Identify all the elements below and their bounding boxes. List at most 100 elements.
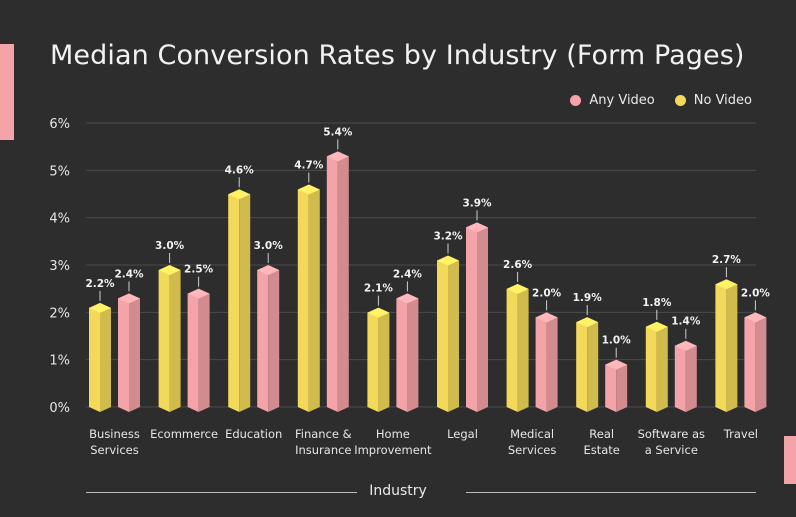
bar-face-left <box>605 364 617 412</box>
value-label: 2.4% <box>393 268 423 280</box>
value-label: 2.0% <box>532 287 562 299</box>
x-tick-label: a Service <box>645 443 698 457</box>
bar-face-right <box>546 317 558 412</box>
bar: 4.6% <box>225 164 254 412</box>
bar-top-cap <box>89 302 111 313</box>
bar: 2.2% <box>85 278 115 412</box>
x-axis-title-rule-right <box>466 492 756 493</box>
y-tick-label: 5% <box>49 164 70 179</box>
legend-label-no-video: No Video <box>693 93 752 108</box>
bar: 3.0% <box>254 240 283 412</box>
bar-top-cap <box>535 312 558 323</box>
x-tick-label: Ecommerce <box>150 427 218 441</box>
y-tick-label: 0% <box>49 401 70 416</box>
bar: 2.7% <box>712 254 741 412</box>
legend-dot-any-video <box>570 95 582 106</box>
bar-face-left <box>576 322 588 412</box>
bar-face-right <box>587 322 599 412</box>
x-tick-label: Business <box>89 427 140 441</box>
bar-face-left <box>674 345 686 412</box>
bar-top-cap <box>158 265 181 275</box>
bar-top-cap <box>326 151 349 162</box>
bar-face-right <box>100 307 111 412</box>
bar: 3.0% <box>155 240 185 412</box>
bar-face-left <box>326 156 338 412</box>
value-label: 1.0% <box>602 335 632 347</box>
bar-top-cap <box>228 189 251 200</box>
value-label: 1.9% <box>573 292 603 304</box>
x-tick-label: Improvement <box>354 443 432 457</box>
value-label: 1.8% <box>642 297 672 309</box>
x-axis-title: Industry <box>357 483 439 499</box>
bar-top-cap <box>437 255 459 266</box>
bar-face-right <box>337 156 349 412</box>
bar-face-left <box>367 312 379 412</box>
bar-face-right <box>239 194 251 412</box>
bar: 1.9% <box>573 292 603 412</box>
value-label: 2.4% <box>114 268 144 280</box>
bar-top-cap <box>367 307 390 318</box>
bar-face-left <box>535 317 547 412</box>
bar-face-left <box>257 270 269 412</box>
bar-face-right <box>407 298 419 412</box>
bar: 2.4% <box>114 268 144 412</box>
value-label: 3.2% <box>433 231 463 243</box>
left-accent-bar <box>0 44 14 140</box>
bar-top-cap <box>187 288 210 299</box>
bar-face-right <box>308 189 320 412</box>
bar-face-right <box>685 345 697 412</box>
value-label: 2.2% <box>85 278 115 290</box>
bar-top-cap <box>297 184 320 195</box>
value-label: 5.4% <box>323 126 353 138</box>
bar: 3.2% <box>433 231 463 412</box>
bar: 1.0% <box>602 335 632 412</box>
value-label: 4.7% <box>294 160 324 172</box>
value-label: 2.5% <box>184 264 214 276</box>
y-tick-label: 6% <box>49 117 70 132</box>
legend: Any Video No Video <box>570 93 752 108</box>
x-tick-label: Estate <box>583 443 619 457</box>
value-label: 2.6% <box>503 259 533 271</box>
y-tick-label: 2% <box>49 306 70 321</box>
bar-face-right <box>169 270 181 412</box>
bar: 2.6% <box>503 259 533 412</box>
x-tick-label: Real <box>589 427 614 441</box>
bar-face-right <box>268 270 280 412</box>
right-accent-bar <box>784 436 796 484</box>
x-tick-label: Legal <box>447 427 478 441</box>
bar-top-cap <box>506 283 529 294</box>
value-label: 2.1% <box>364 283 394 295</box>
bar-face-right <box>129 298 140 412</box>
y-tick-label: 1% <box>49 354 70 369</box>
bar: 4.7% <box>294 160 324 412</box>
bar-face-right <box>616 364 628 412</box>
bar-top-cap <box>715 279 738 290</box>
x-axis-title-wrap: Industry <box>0 483 796 499</box>
bar: 2.0% <box>532 287 562 412</box>
x-tick-label: Services <box>508 443 557 457</box>
bar-face-left <box>187 293 199 412</box>
bar: 3.9% <box>462 197 492 412</box>
bar-top-cap <box>674 340 697 351</box>
bar-top-cap <box>744 312 767 323</box>
bar-face-left <box>506 288 518 412</box>
x-tick-label: Finance & <box>295 427 352 441</box>
x-tick-label: Home <box>376 427 410 441</box>
x-tick-label: Education <box>225 427 282 441</box>
bar-top-cap <box>605 359 628 370</box>
bar-face-right <box>726 284 738 412</box>
value-label: 2.0% <box>741 287 771 299</box>
bar-face-left <box>118 298 129 412</box>
bar-face-right <box>448 260 459 412</box>
x-tick-label: Medical <box>510 427 554 441</box>
x-tick-label: Services <box>90 443 139 457</box>
value-label: 1.4% <box>671 316 701 328</box>
bar: 2.0% <box>741 287 771 412</box>
bar-top-cap <box>645 321 668 332</box>
bar: 2.4% <box>393 268 423 412</box>
x-tick-label: Insurance <box>295 443 351 457</box>
bar-face-right <box>656 326 668 412</box>
bar-face-left <box>715 284 727 412</box>
y-tick-label: 3% <box>49 259 70 274</box>
